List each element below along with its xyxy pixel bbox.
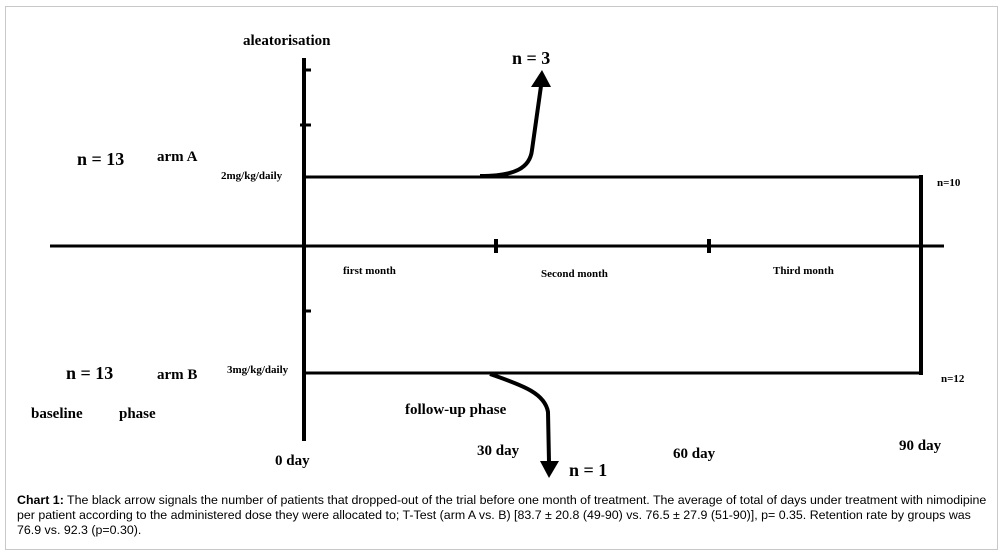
arm-a-dropout-arrowhead [531, 70, 551, 87]
follow-up-phase-label: follow-up phase [405, 402, 507, 418]
third-month-label: Third month [773, 265, 834, 277]
first-month-label: first month [343, 265, 396, 277]
arm-a-count: n = 13 [77, 149, 125, 169]
baseline-label: baseline [31, 406, 83, 422]
arm-a-dropout-arrow [479, 85, 543, 178]
arm-b-count: n = 13 [66, 363, 114, 383]
day-0-label: 0 day [275, 453, 310, 469]
arm-b-dropout-count: n = 1 [569, 460, 608, 480]
day-90-label: 90 day [899, 438, 942, 454]
caption-prefix: Chart 1: [17, 493, 64, 507]
arm-b-label: arm B [157, 367, 198, 383]
arm-a-label: arm A [157, 149, 198, 165]
arm-a-final-count: n=10 [937, 177, 961, 189]
arm-b-dose: 3mg/kg/daily [227, 364, 289, 376]
second-month-label: Second month [541, 268, 608, 280]
arm-b-dropout-arrowhead [540, 461, 559, 478]
aleatorisation-label: aleatorisation [243, 33, 331, 49]
arm-a-dose: 2mg/kg/daily [221, 170, 283, 182]
day-30-label: 30 day [477, 443, 520, 459]
caption-text: The black arrow signals the number of pa… [17, 493, 987, 537]
phase-label: phase [119, 406, 156, 422]
arm-b-final-count: n=12 [941, 373, 965, 385]
trial-timeline-diagram [50, 58, 944, 478]
arm-a-dropout-count: n = 3 [512, 48, 551, 68]
day-60-label: 60 day [673, 446, 716, 462]
figure-frame [5, 6, 998, 550]
figure-caption: Chart 1: The black arrow signals the num… [17, 493, 995, 538]
arm-b-dropout-arrow [489, 372, 551, 463]
